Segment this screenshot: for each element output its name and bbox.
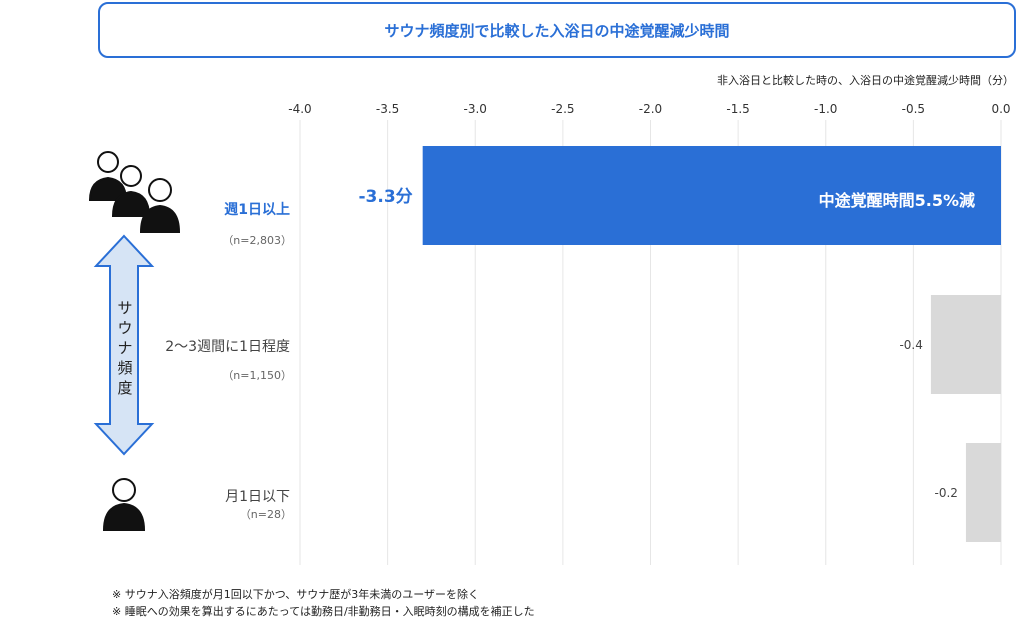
bar-labels: -3.3分 中途覚醒時間5.5%減 -0.4 -0.2 [359,187,975,500]
category-n-weekly: （n=2,803） [222,234,292,247]
chart-title: サウナ頻度別で比較した入浴日の中途覚醒減少時間 [98,2,1016,58]
single-person-icon [102,478,146,531]
x-tick-label: -4.0 [288,102,311,116]
x-tick-label: -2.5 [551,102,574,116]
category-label-biweekly: 2〜3週間に1日程度 [165,339,290,355]
bar-value-label: -0.2 [935,486,958,500]
bar [930,295,1001,394]
bar-inside-label: 中途覚醒時間5.5%減 [819,191,975,210]
x-tick-label: -1.5 [726,102,749,116]
category-n-monthly: （n=28） [239,508,292,521]
x-tick-label: -0.5 [902,102,925,116]
x-tick-label: -1.0 [814,102,837,116]
bar-value-label: -3.3分 [359,187,413,207]
x-tick-label: -3.5 [376,102,399,116]
frequency-axis-label: サウナ頻度 [117,299,133,397]
category-label-weekly: 週1日以上 [224,202,290,218]
people-group-icon [88,151,181,233]
bar [965,443,1001,542]
x-tick-label: -2.0 [639,102,662,116]
x-axis-ticks: -4.0 -3.5 -3.0 -2.5 -2.0 -1.5 -1.0 -0.5 0.0 [288,102,1010,116]
unit-note: 非入浴日と比較した時の、入浴日の中途覚醒減少時間（分） [717,74,1014,87]
footnote-2: ※ 睡眠への効果を算出するにあたっては勤務日/非勤務日・入眠時刻の構成を補正した [112,605,535,618]
category-label-monthly: 月1日以下 [225,489,290,505]
bars [422,146,1001,542]
x-tick-label: 0.0 [991,102,1010,116]
bar [422,146,1001,245]
bar-value-label: -0.4 [899,338,922,352]
category-n-biweekly: （n=1,150） [222,369,292,382]
frequency-arrow-icon [93,234,155,456]
footnote-1: ※ サウナ入浴頻度が月1回以下かつ、サウナ歴が3年未満のユーザーを除く [112,588,480,601]
x-tick-label: -3.0 [464,102,487,116]
